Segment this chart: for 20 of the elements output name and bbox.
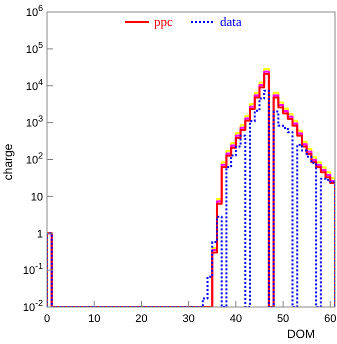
x-tick-label: 60 (324, 313, 336, 325)
y-tick-label: 10 (30, 191, 43, 204)
legend-label: ppc (154, 14, 173, 29)
y-axis-title: charge (1, 143, 15, 180)
y-tick-label: 10$^{-2}$ (22, 298, 44, 314)
y-tick-label: 10$^{-1}$ (22, 261, 44, 278)
x-tick-label: 40 (230, 313, 242, 325)
y-tick-label: 1 (36, 228, 43, 240)
y-tick-label: 10$^{3}$ (26, 114, 44, 130)
y-tick-label: 10$^{6}$ (26, 3, 44, 19)
x-tick-label: 20 (135, 313, 148, 325)
x-axis-title: DOM (287, 327, 315, 341)
x-tick-label: 10 (88, 313, 100, 325)
y-tick-label: 10$^{2}$ (26, 150, 44, 166)
y-tick-label: 10$^{5}$ (26, 40, 44, 56)
x-tick-label: 30 (182, 313, 195, 325)
legend-label: data (220, 14, 242, 29)
x-tick-label: 50 (276, 313, 290, 325)
x-tick-label: 0 (44, 313, 50, 325)
y-tick-label: 10$^{4}$ (26, 76, 44, 93)
